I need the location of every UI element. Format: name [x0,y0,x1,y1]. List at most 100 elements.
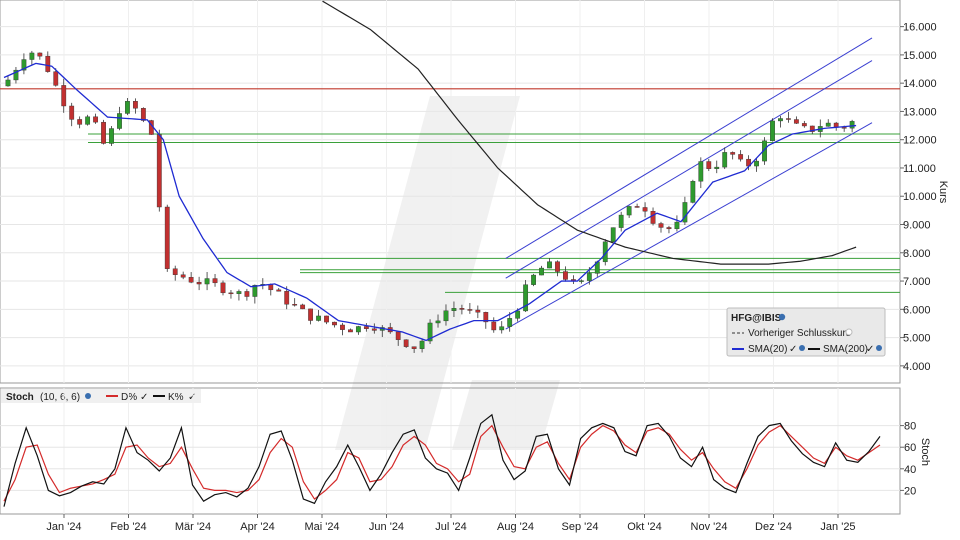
trend-channel-line [505,122,873,330]
stoch-d-label: D% [121,392,137,403]
trend-channel-line [505,37,873,259]
x-axis: Jan '24 Feb '24 Mär '24 Apr '24 Mai '24 Jun '… [46,514,856,533]
stoch-gridlines [0,388,900,514]
sma200-line [322,0,857,265]
candle-body [53,71,59,86]
candle-body [276,289,282,292]
x-tick-label: Aug '24 [497,521,534,533]
legend-title-settings-icon[interactable] [778,313,786,321]
legend-prev-close: Vorheriger Schlusskurs [748,328,851,339]
x-tick-label: Jan '24 [46,521,81,533]
candle-body [762,140,767,162]
stoch-series-D [3,424,881,502]
legend-sma20-check-icon[interactable]: ✓ [789,344,797,355]
price-y-tick-label: 15.000 [903,50,937,62]
candle-body [793,119,799,124]
x-tick-label: Jul '24 [435,521,466,533]
stoch-panel [0,387,901,515]
stoch-settings-icon[interactable] [85,393,91,399]
candle-body [228,292,234,295]
legend-title: HFG@IBIS [731,313,782,324]
candle-body [610,227,616,243]
candle-body [21,59,27,71]
candle-body [698,161,704,182]
candle-body [140,108,146,121]
price-legend[interactable]: HFG@IBIS Vorheriger Schlusskurs SMA(20) … [726,307,886,357]
candle-body [355,326,361,333]
legend-sma200-check-icon[interactable]: ✓ [866,344,874,355]
candle-body [618,214,624,228]
price-y-tick-label: 13.000 [903,106,937,118]
legend-sma20-settings-icon[interactable] [799,345,805,351]
price-gridlines [0,0,900,383]
candles [5,50,855,353]
price-y-tick-label: 5.000 [903,333,931,345]
x-tick-label: Okt '24 [627,521,662,533]
candle-body [132,101,138,109]
candle-body [109,128,114,144]
candle-body [308,308,313,321]
candle-body [634,206,640,208]
candle-body [284,291,290,305]
candle-body [563,271,568,280]
candle-body [690,181,696,203]
stoch-k-check-icon[interactable]: ✓ [188,392,196,403]
candle-body [5,79,11,87]
candle-body [340,324,345,330]
support-resistance-lines [0,88,900,293]
candle-body [754,160,759,167]
candle-body [188,277,194,283]
candle-body [85,116,91,125]
trend-channel [505,37,873,330]
candle-body [403,339,409,347]
candle-body [770,120,775,142]
candle-body [156,134,162,208]
candle-body [204,278,210,285]
x-tick-label: Nov '24 [691,521,728,533]
candle-body [738,154,744,160]
x-tick-label: Feb '24 [110,521,146,533]
price-y-tick-label: 6.000 [903,304,931,316]
candle-body [547,261,552,269]
x-tick-label: Sep '24 [562,521,599,533]
candle-body [348,329,353,333]
x-tick-label: Dez '24 [755,521,792,533]
candle-body [578,280,584,282]
x-tick-label: Jun '24 [369,521,404,533]
candle-body [586,273,592,281]
candle-body [483,312,489,323]
candle-body [427,322,433,342]
candle-body [801,123,807,127]
candle-body [666,227,672,230]
candle-body [180,274,186,278]
candle-body [411,346,417,349]
stoch-title: Stoch [6,392,34,403]
candle-body [61,85,67,107]
stoch-y-tick-label: 20 [904,485,916,497]
price-y-tick-label: 9.000 [903,220,931,232]
candle-body [841,127,847,129]
x-tick-label: Mär '24 [175,521,211,533]
stoch-d-check-icon[interactable]: ✓ [140,392,148,403]
price-y-axis-label: Kurs [937,181,949,204]
legend-sma200-settings-icon[interactable] [876,345,882,351]
candle-body [101,121,106,144]
price-y-tick-label: 16.000 [903,22,937,34]
x-tick-label: Mai '24 [304,521,339,533]
candle-body [212,278,218,284]
candle-body [419,340,425,349]
candle-body [371,328,377,331]
candle-body [682,202,688,223]
candle-body [13,69,19,81]
candle-body [196,282,202,285]
candle-body [45,55,51,72]
stoch-y-axis: 20 40 60 80 [900,421,916,497]
candle-body [363,326,369,329]
legend-prev-close-icon[interactable] [845,328,853,336]
candle-body [117,113,122,129]
candle-body [499,326,505,331]
candle-body [491,321,497,331]
candle-body [332,321,337,326]
candle-body [849,121,855,129]
